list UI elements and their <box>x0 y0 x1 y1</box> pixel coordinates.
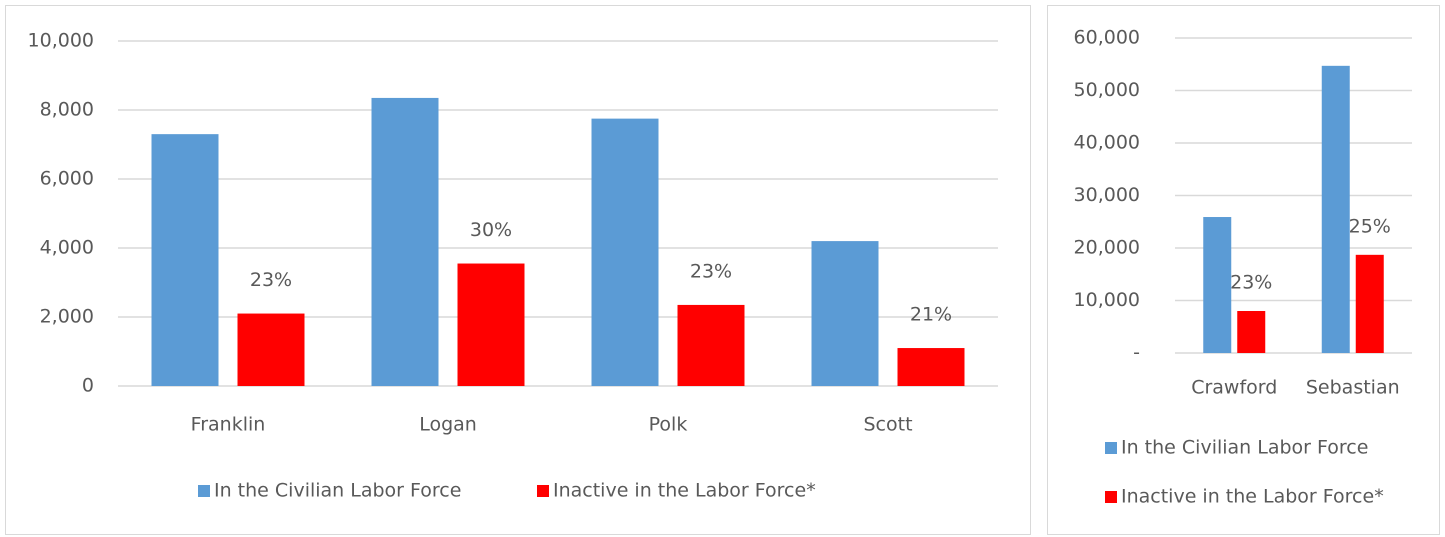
y-tick-label: 40,000 <box>1074 132 1140 154</box>
bar-annotation: 23% <box>690 260 732 282</box>
bar-annotation: 23% <box>1230 272 1272 294</box>
y-tick-label: 0 <box>82 375 94 397</box>
bar-annotation: 25% <box>1349 215 1391 237</box>
bar-annotation: 30% <box>470 219 512 241</box>
x-tick-label: Sebastian <box>1306 377 1400 399</box>
x-tick-label: Polk <box>649 414 688 436</box>
bar <box>1321 65 1350 353</box>
bar <box>237 313 305 386</box>
y-tick-label: - <box>1133 342 1140 364</box>
y-tick-label: 20,000 <box>1074 237 1140 259</box>
legend-swatch <box>1105 491 1117 503</box>
legend-label: Inactive in the Labor Force* <box>1121 486 1384 508</box>
x-tick-label: Crawford <box>1191 377 1277 399</box>
bar <box>811 241 879 386</box>
legend-swatch <box>537 485 549 497</box>
bar-annotation: 21% <box>910 304 952 326</box>
bar <box>1355 254 1384 353</box>
bar <box>677 304 745 386</box>
x-tick-label: Scott <box>863 414 912 436</box>
y-tick-label: 2,000 <box>40 306 94 328</box>
y-tick-label: 30,000 <box>1074 184 1140 206</box>
y-tick-label: 4,000 <box>40 237 94 259</box>
bar <box>591 118 659 386</box>
bar-annotation: 23% <box>250 269 292 291</box>
x-tick-label: Franklin <box>191 414 266 436</box>
y-tick-label: 50,000 <box>1074 79 1140 101</box>
y-tick-label: 6,000 <box>40 168 94 190</box>
legend-label: In the Civilian Labor Force <box>1121 437 1368 459</box>
bar <box>371 97 439 387</box>
bar <box>151 134 219 386</box>
y-tick-label: 60,000 <box>1074 27 1140 49</box>
y-tick-label: 10,000 <box>28 30 94 52</box>
bar <box>457 263 525 386</box>
x-tick-label: Logan <box>419 414 477 436</box>
bar <box>1237 311 1266 353</box>
y-tick-label: 8,000 <box>40 99 94 121</box>
legend-label: In the Civilian Labor Force <box>214 480 461 502</box>
y-tick-label: 10,000 <box>1074 289 1140 311</box>
legend-label: Inactive in the Labor Force* <box>553 480 816 502</box>
legend-swatch <box>198 485 210 497</box>
bar <box>897 348 965 386</box>
legend-swatch <box>1105 442 1117 454</box>
bar <box>1203 217 1232 353</box>
